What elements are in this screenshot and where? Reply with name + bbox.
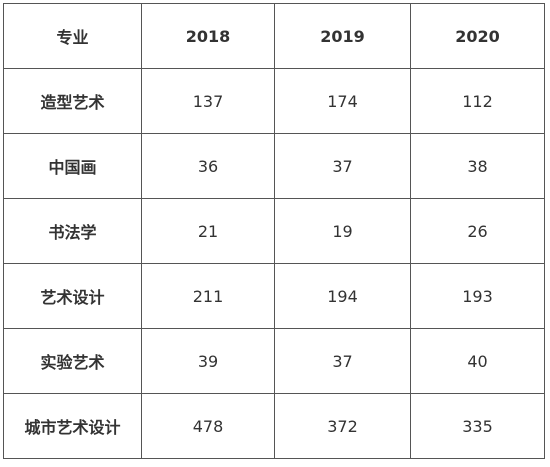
row-major-label: 城市艺术设计 (3, 393, 142, 459)
cell-2020: 40 (410, 328, 545, 394)
row-major-label: 中国画 (3, 133, 142, 199)
cell-2018: 21 (141, 198, 275, 264)
cell-2019: 37 (274, 328, 411, 394)
header-2018: 2018 (141, 3, 275, 69)
header-major: 专业 (3, 3, 142, 69)
cell-2018: 478 (141, 393, 275, 459)
header-2019: 2019 (274, 3, 411, 69)
header-2020: 2020 (410, 3, 545, 69)
table-row: 城市艺术设计 478 372 335 (3, 393, 545, 459)
row-major-label: 实验艺术 (3, 328, 142, 394)
cell-2019: 194 (274, 263, 411, 329)
row-major-label: 书法学 (3, 198, 142, 264)
table-row: 中国画 36 37 38 (3, 133, 545, 199)
cell-2018: 39 (141, 328, 275, 394)
row-major-label: 造型艺术 (3, 68, 142, 134)
table-row: 造型艺术 137 174 112 (3, 68, 545, 134)
table-row: 艺术设计 211 194 193 (3, 263, 545, 329)
row-major-label: 艺术设计 (3, 263, 142, 329)
cell-2018: 137 (141, 68, 275, 134)
cell-2020: 335 (410, 393, 545, 459)
table-row: 实验艺术 39 37 40 (3, 328, 545, 394)
table-header-row: 专业 2018 2019 2020 (3, 3, 545, 69)
cell-2020: 38 (410, 133, 545, 199)
cell-2019: 372 (274, 393, 411, 459)
cell-2019: 37 (274, 133, 411, 199)
cell-2019: 19 (274, 198, 411, 264)
enrollment-table: 专业 2018 2019 2020 造型艺术 137 174 112 中国画 3… (3, 3, 545, 459)
cell-2020: 112 (410, 68, 545, 134)
cell-2020: 26 (410, 198, 545, 264)
cell-2020: 193 (410, 263, 545, 329)
cell-2018: 36 (141, 133, 275, 199)
cell-2019: 174 (274, 68, 411, 134)
table-row: 书法学 21 19 26 (3, 198, 545, 264)
cell-2018: 211 (141, 263, 275, 329)
